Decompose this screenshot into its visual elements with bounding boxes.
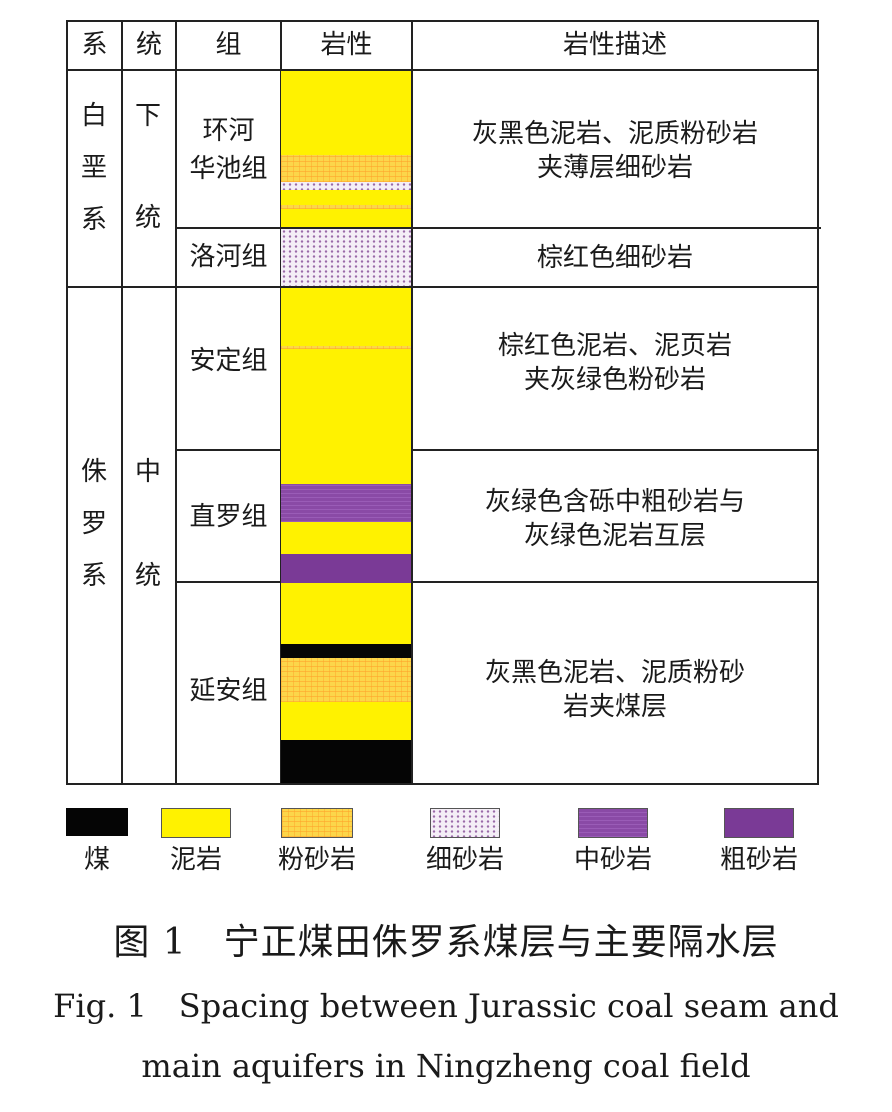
- figure-caption-english-line-2: main aquifers in Ningzheng coal field: [141, 1047, 751, 1085]
- group-anding: 安定组: [189, 346, 268, 376]
- header-series: 统: [135, 30, 162, 60]
- mudstone-layer: [281, 702, 411, 740]
- desc-huanhe-huachi-line-1: 灰黑色泥岩、泥质粉砂岩: [471, 119, 758, 149]
- mudstone-layer: [281, 209, 411, 227]
- desc-anding-line-2: 夹灰绿色粉砂岩: [523, 365, 706, 395]
- col-divider-1: [121, 20, 123, 785]
- group-luohe: 洛河组: [189, 242, 268, 272]
- group-yanan: 延安组: [189, 676, 268, 706]
- legend-swatch-coal: [66, 808, 128, 836]
- row-divider-anding: [176, 449, 819, 451]
- coal-seam-layer: [281, 740, 411, 783]
- siltstone-layer: [281, 205, 411, 209]
- col-divider-4: [411, 20, 413, 785]
- series-lower-char-1: 下: [134, 101, 161, 131]
- figure-caption-english-line-1: Fig. 1 Spacing between Jurassic coal sea…: [53, 987, 839, 1025]
- legend-label-coarse-sandstone: 粗砂岩: [719, 845, 798, 875]
- system-jurassic-char-3: 系: [80, 561, 107, 591]
- system-cretaceous-char-1: 白: [80, 101, 107, 131]
- coal-seam-layer: [281, 644, 411, 658]
- mudstone-layer: [281, 583, 411, 644]
- fine-sandstone-layer: [281, 229, 411, 286]
- table-bottom-border: [66, 783, 819, 785]
- legend-swatch-coarse-sandstone: [724, 808, 794, 838]
- table-right-border: [817, 20, 819, 785]
- mudstone-layer: [281, 349, 411, 484]
- col-divider-2: [175, 20, 177, 785]
- mudstone-layer: [281, 522, 411, 554]
- system-cretaceous-char-3: 系: [80, 205, 107, 235]
- coarse-sandstone-layer: [281, 554, 411, 583]
- row-divider-zhiluo: [176, 581, 819, 583]
- desc-zhiluo-line-1: 灰绿色含砾中粗砂岩与: [484, 487, 745, 517]
- table-top-border: [66, 20, 819, 22]
- series-middle-char-1: 中: [134, 457, 161, 487]
- header-system: 系: [81, 30, 108, 60]
- mudstone-layer: [281, 288, 411, 346]
- legend-label-mudstone: 泥岩: [169, 845, 222, 875]
- legend-label-coal: 煤: [83, 845, 110, 875]
- desc-anding-line-1: 棕红色泥岩、泥页岩: [497, 331, 732, 361]
- desc-yanan-line-2: 岩夹煤层: [562, 692, 667, 722]
- siltstone-layer: [281, 155, 411, 182]
- header-group: 组: [215, 30, 242, 60]
- cretaceous-jurassic-divider: [66, 286, 819, 288]
- header-lithology-description: 岩性描述: [562, 30, 667, 60]
- desc-yanan-line-1: 灰黑色泥岩、泥质粉砂: [484, 658, 745, 688]
- system-jurassic-char-2: 罗: [80, 509, 107, 539]
- header-bottom-border: [66, 69, 819, 71]
- mudstone-layer: [281, 190, 411, 205]
- group-zhiluo: 直罗组: [189, 502, 268, 532]
- table-left-border: [66, 20, 68, 785]
- desc-luohe: 棕红色细砂岩: [536, 243, 693, 273]
- system-jurassic-char-1: 侏: [80, 457, 107, 487]
- medium-sandstone-layer: [281, 484, 411, 522]
- group-huanhe-huachi-line-1: 环河: [202, 116, 255, 146]
- legend-label-medium-sandstone: 中砂岩: [573, 845, 652, 875]
- system-cretaceous-char-2: 垩: [80, 153, 107, 183]
- legend-swatch-siltstone: [281, 808, 353, 838]
- legend-label-siltstone: 粉砂岩: [277, 845, 356, 875]
- series-lower-char-2: 统: [134, 203, 161, 233]
- mudstone-layer: [281, 71, 411, 155]
- siltstone-layer: [281, 346, 411, 349]
- legend-label-fine-sandstone: 细砂岩: [425, 845, 504, 875]
- siltstone-layer: [281, 658, 411, 702]
- header-lithology: 岩性: [320, 30, 373, 60]
- legend-swatch-medium-sandstone: [578, 808, 648, 838]
- figure-caption-chinese: 图 1 宁正煤田侏罗系煤层与主要隔水层: [113, 922, 779, 963]
- desc-huanhe-huachi-line-2: 夹薄层细砂岩: [536, 153, 693, 183]
- legend-swatch-mudstone: [161, 808, 231, 838]
- group-huanhe-huachi-line-2: 华池组: [189, 154, 268, 184]
- desc-zhiluo-line-2: 灰绿色泥岩互层: [523, 521, 706, 551]
- row-divider-huanhe: [176, 227, 821, 229]
- fine-sandstone-layer: [281, 182, 411, 190]
- legend-swatch-fine-sandstone: [430, 808, 500, 838]
- series-middle-char-2: 统: [134, 561, 161, 591]
